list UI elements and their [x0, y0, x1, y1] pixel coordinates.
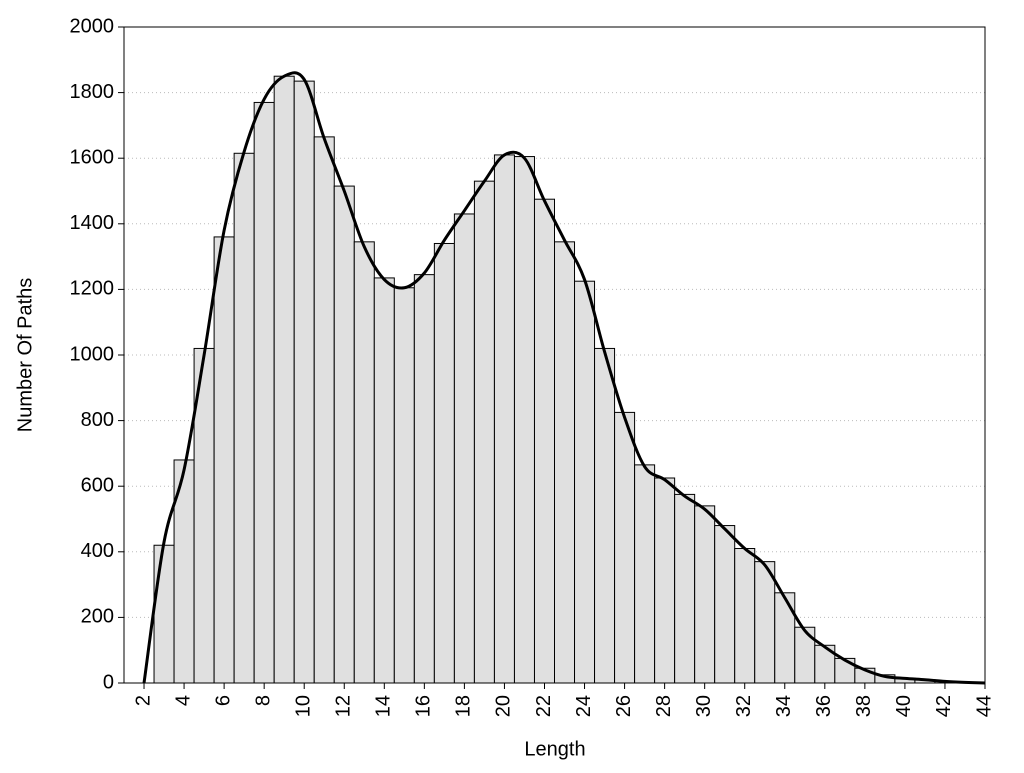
x-tick-label: 16 [413, 695, 435, 717]
bar [734, 548, 756, 684]
y-tick-label: 1400 [70, 212, 115, 234]
bar [213, 236, 235, 684]
bar [413, 274, 435, 684]
bar [533, 198, 556, 684]
bar [393, 287, 415, 684]
bar [313, 136, 335, 684]
bar [674, 493, 696, 684]
bar [634, 464, 656, 684]
x-tick-label: 24 [573, 695, 595, 717]
y-tick-label: 2000 [70, 15, 115, 37]
bar [614, 411, 636, 684]
bar [554, 241, 576, 684]
y-tick-label: 1600 [70, 146, 115, 168]
x-tick-label: 38 [853, 695, 875, 717]
x-tick-label: 18 [453, 695, 475, 717]
bar [373, 277, 395, 684]
x-tick-label: 28 [653, 695, 675, 717]
x-tick-label: 36 [813, 695, 835, 717]
x-tick-label: 6 [212, 695, 234, 706]
y-tick-label: 1000 [70, 343, 115, 365]
bar [654, 477, 676, 684]
y-tick-label: 800 [81, 409, 114, 431]
y-tick-label: 1200 [70, 278, 115, 300]
y-tick-label: 1800 [70, 81, 115, 103]
y-axis-label: Number Of Paths [14, 278, 36, 433]
bar [153, 544, 175, 684]
bar [594, 347, 616, 684]
density-line [142, 71, 986, 685]
bar [453, 213, 475, 684]
plot-frame [123, 26, 986, 684]
x-tick-label: 26 [613, 695, 635, 717]
bar [834, 657, 856, 684]
bar [754, 561, 776, 684]
x-tick-label: 10 [292, 695, 314, 717]
x-tick-label: 40 [893, 695, 915, 717]
bar [774, 592, 796, 684]
y-tick-label: 600 [81, 474, 114, 496]
x-tick-label: 14 [373, 695, 395, 717]
x-tick-label: 44 [973, 695, 995, 717]
bar [353, 241, 375, 684]
bar [273, 75, 295, 684]
x-tick-label: 2 [132, 695, 154, 706]
bar [473, 180, 495, 684]
y-tick-label: 400 [81, 540, 114, 562]
x-tick-label: 4 [172, 695, 194, 706]
bar [253, 101, 275, 684]
x-tick-label: 20 [493, 695, 515, 717]
x-tick-label: 8 [252, 695, 274, 706]
bar [293, 80, 315, 684]
y-tick-label: 200 [81, 606, 114, 628]
x-tick-label: 30 [693, 695, 715, 717]
bar [333, 185, 355, 684]
bar [233, 152, 255, 684]
x-axis-label: Length [524, 738, 585, 760]
x-tick-label: 42 [933, 695, 955, 717]
bar [694, 505, 716, 684]
bar [714, 525, 736, 684]
x-tick-label: 12 [333, 695, 355, 717]
bar [493, 154, 515, 684]
x-tick-label: 32 [733, 695, 755, 717]
x-tick-label: 34 [773, 695, 795, 717]
bar [513, 156, 535, 684]
bar [433, 242, 455, 684]
x-tick-label: 22 [533, 695, 555, 717]
bar [574, 280, 596, 684]
y-tick-label: 0 [103, 671, 114, 693]
